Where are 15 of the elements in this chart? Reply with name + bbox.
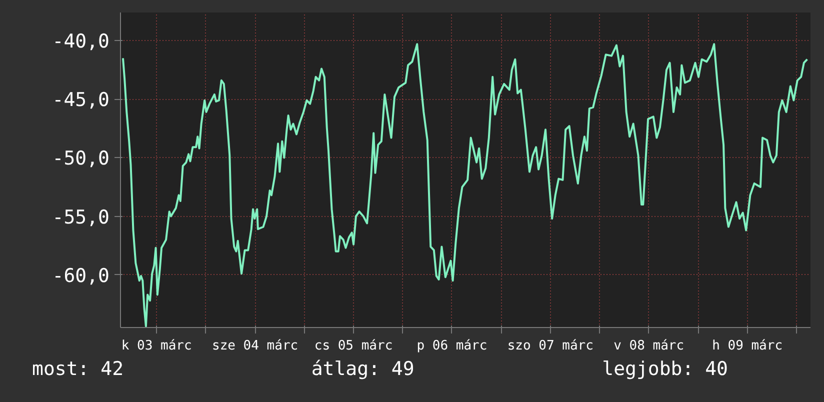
y-tick-label: -55,0 — [52, 206, 110, 228]
y-tick-label: -60,0 — [52, 264, 110, 287]
text: most: 42 — [32, 357, 124, 382]
x-tick-label: sze 04 márc — [212, 338, 298, 354]
y-tick-label: -45,0 — [52, 89, 110, 112]
text: átlag: 49 — [311, 357, 414, 382]
text: legjobb: 40 — [602, 357, 728, 382]
x-tick-label: v 08 márc — [614, 338, 684, 354]
x-tick-label: h 09 márc — [712, 338, 783, 354]
x-tick-label: cs 05 márc — [314, 338, 393, 354]
y-tick-label: -50,0 — [52, 148, 110, 170]
x-tick-label: p 06 márc — [416, 338, 488, 354]
y-tick-label: -40,0 — [52, 30, 110, 53]
x-tick-label: szo 07 márc — [507, 338, 594, 354]
x-tick-label: k 03 márc — [121, 338, 192, 354]
